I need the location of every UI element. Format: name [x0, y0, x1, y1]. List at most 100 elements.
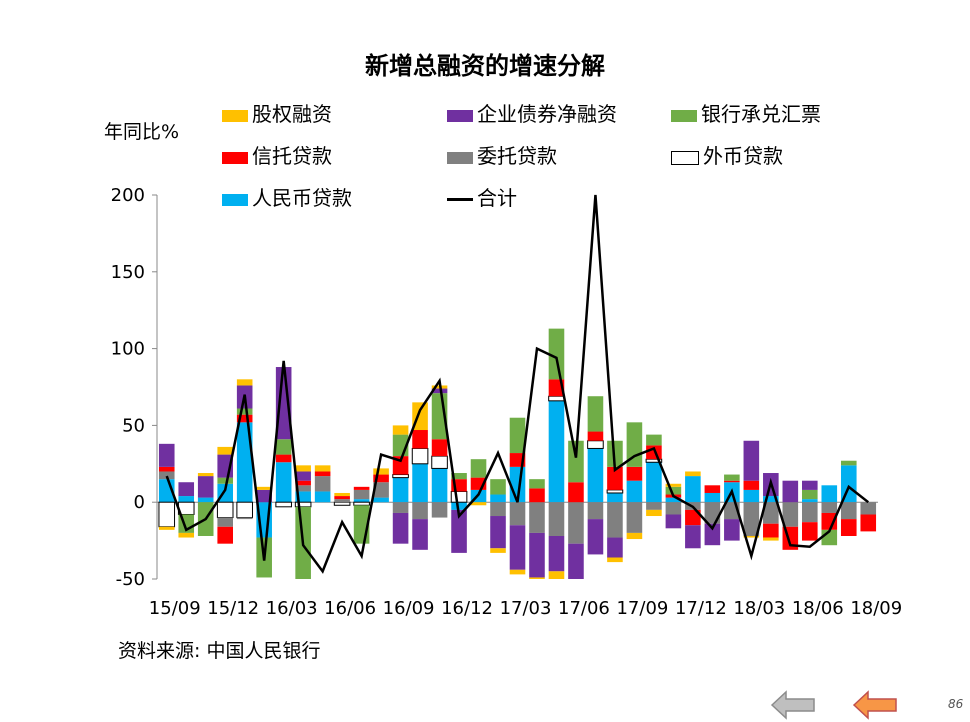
legend-label: 合计 [477, 186, 517, 210]
bar-segment [431, 502, 448, 518]
bar-segment [217, 517, 233, 527]
bar-segment [548, 400, 565, 503]
bar-segment [490, 548, 506, 553]
bar-segment [568, 502, 584, 544]
bar-segment [587, 396, 604, 432]
bar-segment [450, 490, 468, 503]
bar-segment [509, 525, 526, 570]
next-page-arrow-icon[interactable] [852, 690, 898, 720]
bar-segment [334, 492, 350, 497]
bar-segment [197, 497, 214, 503]
bar-segment [529, 532, 545, 578]
bar-segment [451, 473, 467, 480]
prev-page-arrow-icon[interactable] [770, 690, 816, 720]
bar-segment [802, 502, 818, 523]
bar-segment [295, 485, 311, 492]
bar-segment [607, 502, 623, 538]
bar-segment [333, 501, 351, 506]
bar-segment [743, 502, 760, 536]
bar-segment [548, 502, 565, 536]
bar-segment [529, 479, 545, 489]
legend-swatch [222, 151, 248, 164]
bar-segment [860, 514, 877, 532]
bar-segment [373, 497, 389, 503]
bar-segment [626, 480, 643, 503]
bar-segment [490, 494, 506, 503]
legend-item: 信托贷款 [222, 140, 332, 169]
bar-segment [295, 471, 311, 481]
bar-segment [158, 471, 175, 480]
bar-segment [840, 460, 857, 466]
bar-segment [451, 502, 467, 510]
bar-segment [197, 476, 214, 498]
bar-segment [217, 526, 233, 544]
bar-segment [256, 486, 272, 490]
x-tick-label: 15/09 [149, 598, 201, 619]
legend-swatch [222, 109, 248, 122]
bar-segment [548, 395, 565, 402]
legend-label: 委托贷款 [477, 144, 557, 168]
bar-segment [665, 486, 682, 495]
legend-item: 合计 [447, 182, 517, 211]
bar-segment [607, 466, 623, 490]
bar-segment [626, 502, 643, 533]
bar-segment [685, 476, 701, 503]
page-number: 86 [948, 697, 964, 711]
bar-segment [782, 502, 799, 527]
total-line [165, 194, 870, 574]
legend-swatch [671, 150, 699, 165]
bar-segment [217, 446, 233, 455]
bar-segment [353, 486, 370, 490]
bar-segment [490, 502, 506, 517]
bar-segment [334, 496, 350, 500]
legend-label: 股权融资 [252, 102, 332, 126]
bar-segment [607, 537, 623, 558]
bar-segment [782, 480, 799, 503]
x-tick-label: 17/09 [616, 598, 668, 619]
bar-segment [840, 519, 857, 536]
bar-segment [587, 440, 604, 449]
bar-segment [392, 477, 409, 503]
y-tick-label: 150 [111, 262, 145, 283]
bar-segment [216, 501, 234, 519]
bar-segment [685, 525, 701, 549]
bar-segment [275, 501, 292, 508]
bar-segment [392, 425, 409, 435]
bar-segment [646, 509, 662, 517]
bar-segment [802, 489, 818, 500]
bar-segment [529, 488, 545, 503]
bar-segment [665, 497, 682, 503]
bar-segment [431, 455, 448, 469]
bar-segment [314, 471, 331, 477]
bar-segment [606, 489, 624, 494]
bar-segment [509, 502, 526, 526]
bar-segment [626, 466, 643, 481]
bar-segment [295, 480, 311, 486]
legend-label: 人民币贷款 [252, 186, 352, 210]
bar-segment [568, 482, 584, 503]
bar-segment [607, 557, 623, 563]
bar-segment [685, 509, 701, 526]
y-tick-label: -50 [116, 569, 145, 590]
bar-segment [295, 491, 311, 503]
bar-segment [295, 465, 311, 472]
bar-segment [665, 514, 682, 529]
bar-segment [490, 479, 506, 495]
bar-segment [724, 480, 740, 483]
legend-swatch [222, 193, 248, 206]
legend-item: 企业债券净融资 [447, 98, 617, 127]
bar-segment [840, 502, 857, 520]
legend-swatch [671, 109, 697, 122]
x-tick-label: 17/12 [675, 598, 727, 619]
bar-segment [236, 408, 253, 415]
x-tick-label: 16/09 [383, 598, 435, 619]
bar-segment [548, 571, 565, 579]
bar-segment [704, 492, 721, 503]
y-tick-label: 0 [134, 492, 145, 513]
legend-item: 股权融资 [222, 98, 332, 127]
legend-item: 外币贷款 [671, 140, 783, 169]
x-tick-label: 17/03 [500, 598, 552, 619]
bar-segment [529, 502, 545, 533]
bar-segment [568, 543, 584, 579]
legend-item: 人民币贷款 [222, 182, 352, 211]
